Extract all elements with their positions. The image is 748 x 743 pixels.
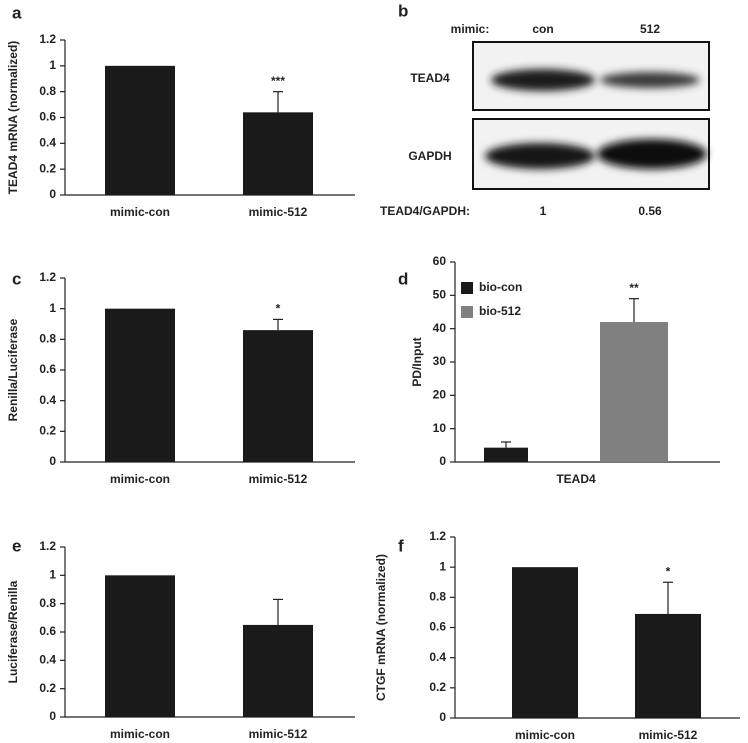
y-tick-label: 1.2 (39, 270, 56, 284)
y-tick-label: 1 (49, 58, 56, 72)
bar (600, 322, 668, 462)
x-tick-label: mimic-con (110, 205, 170, 219)
band (491, 69, 595, 91)
bar (105, 575, 175, 717)
bar (512, 567, 578, 718)
y-axis-label: CTGF mRNA (normalized) (374, 554, 388, 701)
bar (243, 112, 313, 195)
y-tick-label: 1.2 (39, 32, 56, 46)
ratio-value: 1 (540, 204, 547, 218)
y-tick-label: 0.6 (39, 624, 56, 638)
lane-label: 512 (640, 22, 660, 36)
y-axis-label: TEAD4 mRNA (normalized) (6, 41, 20, 195)
bar (635, 613, 701, 718)
blot-header: mimic: (451, 22, 490, 36)
y-tick-label: 0.4 (39, 393, 56, 407)
y-tick-label: 0.6 (39, 362, 56, 376)
panel-letter: f (398, 536, 404, 555)
bar (105, 308, 175, 462)
y-tick-label: 0.4 (39, 653, 56, 667)
row-label: TEAD4 (410, 71, 450, 85)
ratio-label: TEAD4/GAPDH: (380, 204, 470, 218)
panel-letter: a (12, 3, 22, 22)
ratio-value: 0.56 (638, 204, 662, 218)
x-tick-label: mimic-512 (249, 472, 308, 486)
x-tick-label: mimic-con (110, 472, 170, 486)
y-tick-label: 0.8 (39, 596, 56, 610)
y-tick-label: 50 (433, 288, 447, 302)
blot-panel: b mimic: con 512 TEAD4 GAPDH TEAD4/GAPDH… (380, 1, 710, 218)
band (485, 143, 595, 169)
y-tick-label: 0.2 (39, 424, 56, 438)
panel-letter: c (12, 269, 21, 288)
significance: *** (271, 74, 285, 88)
y-tick-label: 0.2 (39, 681, 56, 695)
y-tick-label: 1.2 (429, 529, 446, 543)
y-tick-label: 0 (49, 187, 56, 201)
y-tick-label: 0.8 (39, 84, 56, 98)
y-tick-label: 1 (49, 301, 56, 315)
significance: ** (629, 281, 639, 295)
y-tick-label: 60 (433, 254, 447, 268)
band (597, 139, 707, 169)
panel-letter: b (398, 1, 408, 20)
y-tick-label: 0.4 (39, 136, 56, 150)
row-label: GAPDH (408, 149, 451, 163)
y-tick-label: 0.8 (429, 590, 446, 604)
y-tick-label: 0 (439, 710, 446, 724)
y-tick-label: 0 (439, 454, 446, 468)
y-tick-label: 0 (49, 709, 56, 723)
y-tick-label: 20 (433, 388, 447, 402)
panel-letter: e (12, 536, 21, 555)
y-axis-label: Renilla/Luciferase (6, 318, 20, 421)
x-tick-label: mimic-con (515, 728, 575, 742)
y-tick-label: 0.8 (39, 332, 56, 346)
x-tick-label: mimic-con (110, 727, 170, 741)
x-tick-label: mimic-512 (639, 728, 698, 742)
significance: * (666, 564, 671, 578)
bar (243, 330, 313, 462)
y-tick-label: 0.4 (429, 650, 446, 664)
panel-letter: d (398, 269, 408, 288)
bar (243, 624, 313, 717)
y-tick-label: 0.6 (429, 620, 446, 634)
y-tick-label: 1.2 (39, 539, 56, 553)
legend-swatch (461, 306, 473, 318)
band (600, 72, 700, 88)
y-axis-label: Luciferase/Renilla (6, 580, 20, 683)
significance: * (276, 302, 281, 316)
bar (105, 65, 175, 195)
bar (484, 447, 528, 462)
y-tick-label: 0.2 (39, 161, 56, 175)
y-tick-label: 0.6 (39, 110, 56, 124)
legend-swatch (461, 282, 473, 294)
x-tick-label: TEAD4 (556, 472, 596, 486)
lane-label: con (532, 22, 553, 36)
y-tick-label: 30 (433, 354, 447, 368)
y-tick-label: 0 (49, 454, 56, 468)
y-tick-label: 1 (439, 559, 446, 573)
y-axis-label: PD/Input (410, 337, 424, 386)
y-tick-label: 1 (49, 568, 56, 582)
legend-label: bio-con (479, 280, 522, 294)
x-tick-label: mimic-512 (249, 205, 308, 219)
y-tick-label: 0.2 (429, 680, 446, 694)
legend-label: bio-512 (479, 304, 521, 318)
y-tick-label: 40 (433, 321, 447, 335)
y-tick-label: 10 (433, 421, 447, 435)
x-tick-label: mimic-512 (249, 727, 308, 741)
